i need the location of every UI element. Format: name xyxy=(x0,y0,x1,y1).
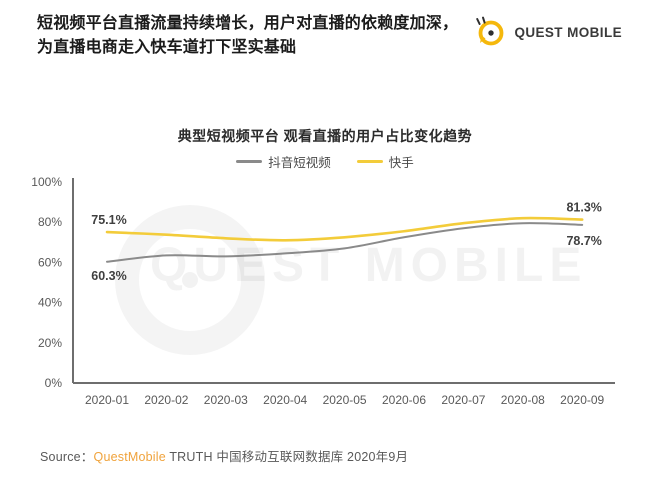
header: 短视频平台直播流量持续增长，用户对直播的依赖度加深，为直播电商走入快车道打下坚实… xyxy=(37,12,622,60)
source-suffix: TRUTH 中国移动互联网数据库 2020年9月 xyxy=(165,450,409,464)
source-line: Source：QuestMobile TRUTH 中国移动互联网数据库 2020… xyxy=(40,446,408,465)
series-line-抖音短视频 xyxy=(106,222,584,263)
x-tick-label: 2020-06 xyxy=(382,393,426,407)
x-tick-label: 2020-03 xyxy=(204,393,248,407)
x-tick-label: 2020-09 xyxy=(560,393,604,407)
last-value-label: 78.7% xyxy=(566,234,601,248)
x-tick-label: 2020-08 xyxy=(501,393,545,407)
y-tick-label: 40% xyxy=(38,296,62,310)
chart-title: 典型短视频平台 观看直播的用户占比变化趋势 xyxy=(177,128,473,144)
legend: 抖音短视频 快手 xyxy=(0,152,650,171)
source-brand: QuestMobile xyxy=(93,450,166,464)
questmobile-logo-icon xyxy=(476,16,504,46)
series-line-快手 xyxy=(105,216,584,242)
first-value-label: 60.3% xyxy=(91,269,126,283)
x-tick-label: 2020-04 xyxy=(263,393,307,407)
legend-swatch-icon xyxy=(236,160,263,163)
source-prefix: Source： xyxy=(40,450,94,464)
questmobile-logo: QUEST MOBILE xyxy=(472,16,622,48)
y-tick-label: 100% xyxy=(31,175,62,189)
logo-wordmark: QUEST MOBILE xyxy=(514,24,622,40)
y-tick-label: 20% xyxy=(38,336,62,350)
y-tick-label: 0% xyxy=(45,376,63,390)
first-value-label: 75.1% xyxy=(91,213,126,227)
legend-item-抖音短视频: 抖音短视频 xyxy=(236,152,331,171)
last-value-label: 81.3% xyxy=(566,201,601,215)
y-tick-label: 80% xyxy=(38,215,62,229)
legend-label: 快手 xyxy=(388,156,414,170)
x-tick-label: 2020-02 xyxy=(144,393,188,407)
legend-label: 抖音短视频 xyxy=(268,156,331,170)
x-tick-label: 2020-05 xyxy=(323,393,367,407)
x-tick-label: 2020-01 xyxy=(85,393,129,407)
legend-swatch-icon xyxy=(356,160,383,163)
y-tick-label: 60% xyxy=(38,255,62,269)
legend-item-快手: 快手 xyxy=(356,152,414,171)
x-tick-label: 2020-07 xyxy=(441,393,485,407)
trend-chart: 0% 20% 40% 60% 80% 100% 2020-01 2020-02 2020-03 2… xyxy=(31,175,615,407)
page-title: 短视频平台直播流量持续增长，用户对直播的依赖度加深，为直播电商走入快车道打下坚实… xyxy=(37,15,459,56)
